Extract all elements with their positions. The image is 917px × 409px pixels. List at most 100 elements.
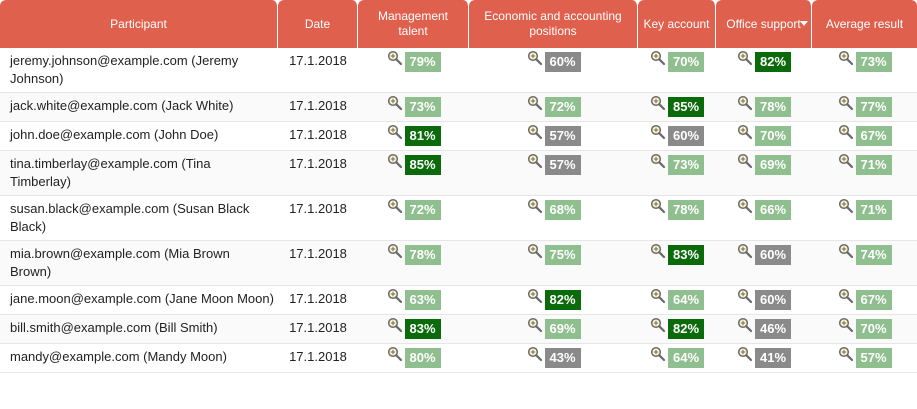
header-row: Participant Date Management talent Econo… xyxy=(0,0,917,48)
magnifier-icon[interactable] xyxy=(838,198,854,214)
column-header-key-account[interactable]: Key account xyxy=(638,0,716,48)
magnifier-icon[interactable] xyxy=(838,95,854,111)
column-header-date[interactable]: Date xyxy=(278,0,358,48)
magnifier-icon[interactable] xyxy=(838,288,854,304)
magnifier-icon[interactable] xyxy=(527,288,543,304)
column-header-office-support[interactable]: Office support xyxy=(716,0,812,48)
magnifier-icon[interactable] xyxy=(527,153,543,169)
magnifier-icon[interactable] xyxy=(737,317,753,333)
score-badge: 85% xyxy=(404,155,441,175)
score-cell-key-account: 85% xyxy=(638,93,716,122)
magnifier-icon[interactable] xyxy=(650,153,666,169)
score-cell-key-account: 78% xyxy=(638,196,716,241)
magnifier-icon[interactable] xyxy=(737,50,753,66)
participant-cell: jeremy.johnson@example.com (Jeremy Johns… xyxy=(0,48,278,93)
score-cell-average-result: 77% xyxy=(812,93,917,122)
table-row: mandy@example.com (Mandy Moon) 17.1.2018 8… xyxy=(0,344,917,373)
table-row: jane.moon@example.com (Jane Moon Moon) 17… xyxy=(0,286,917,315)
score-cell-economic-accounting: 82% xyxy=(469,286,638,315)
score-badge: 57% xyxy=(855,348,892,368)
magnifier-icon[interactable] xyxy=(387,288,403,304)
magnifier-icon[interactable] xyxy=(838,243,854,259)
magnifier-icon[interactable] xyxy=(387,243,403,259)
score-cell-office-support: 78% xyxy=(716,93,812,122)
magnifier-icon[interactable] xyxy=(387,346,403,362)
score-cell-management-talent: 81% xyxy=(358,122,469,151)
score-badge: 70% xyxy=(855,319,892,339)
score-badge: 79% xyxy=(404,52,441,72)
magnifier-icon[interactable] xyxy=(737,153,753,169)
date-cell: 17.1.2018 xyxy=(278,122,358,151)
column-header-management-talent[interactable]: Management talent xyxy=(358,0,469,48)
magnifier-icon[interactable] xyxy=(527,124,543,140)
magnifier-icon[interactable] xyxy=(527,95,543,111)
column-header-average-result[interactable]: Average result xyxy=(812,0,917,48)
score-cell-average-result: 57% xyxy=(812,344,917,373)
column-header-economic-accounting[interactable]: Economic and accounting positions xyxy=(469,0,638,48)
magnifier-icon[interactable] xyxy=(838,317,854,333)
score-cell-management-talent: 83% xyxy=(358,315,469,344)
score-badge: 69% xyxy=(755,155,791,175)
magnifier-icon[interactable] xyxy=(650,198,666,214)
participant-cell: mandy@example.com (Mandy Moon) xyxy=(0,344,278,373)
column-header-date-label: Date xyxy=(304,16,331,31)
score-cell-key-account: 70% xyxy=(638,48,716,93)
score-cell-management-talent: 78% xyxy=(358,241,469,286)
table-row: jack.white@example.com (Jack White) 17.1.… xyxy=(0,93,917,122)
score-badge: 82% xyxy=(544,290,581,310)
magnifier-icon[interactable] xyxy=(737,95,753,111)
date-cell: 17.1.2018 xyxy=(278,196,358,241)
score-badge: 77% xyxy=(855,97,892,117)
participant-cell: bill.smith@example.com (Bill Smith) xyxy=(0,315,278,344)
magnifier-icon[interactable] xyxy=(650,288,666,304)
score-badge: 64% xyxy=(668,348,704,368)
magnifier-icon[interactable] xyxy=(387,317,403,333)
score-badge: 43% xyxy=(544,348,581,368)
magnifier-icon[interactable] xyxy=(387,198,403,214)
magnifier-icon[interactable] xyxy=(838,346,854,362)
magnifier-icon[interactable] xyxy=(650,346,666,362)
magnifier-icon[interactable] xyxy=(387,95,403,111)
magnifier-icon[interactable] xyxy=(527,198,543,214)
magnifier-icon[interactable] xyxy=(387,153,403,169)
score-cell-average-result: 71% xyxy=(812,196,917,241)
score-cell-economic-accounting: 57% xyxy=(469,122,638,151)
magnifier-icon[interactable] xyxy=(737,288,753,304)
score-cell-average-result: 73% xyxy=(812,48,917,93)
magnifier-icon[interactable] xyxy=(650,317,666,333)
magnifier-icon[interactable] xyxy=(527,317,543,333)
magnifier-icon[interactable] xyxy=(527,346,543,362)
magnifier-icon[interactable] xyxy=(737,198,753,214)
magnifier-icon[interactable] xyxy=(527,50,543,66)
score-badge: 81% xyxy=(404,126,441,146)
magnifier-icon[interactable] xyxy=(650,124,666,140)
sort-desc-icon[interactable] xyxy=(800,21,808,26)
magnifier-icon[interactable] xyxy=(387,124,403,140)
magnifier-icon[interactable] xyxy=(387,50,403,66)
magnifier-icon[interactable] xyxy=(650,95,666,111)
magnifier-icon[interactable] xyxy=(838,50,854,66)
score-badge: 72% xyxy=(544,97,581,117)
table-row: susan.black@example.com (Susan Black Bla… xyxy=(0,196,917,241)
column-header-participant[interactable]: Participant xyxy=(0,0,278,48)
magnifier-icon[interactable] xyxy=(838,124,854,140)
score-badge: 80% xyxy=(404,348,441,368)
magnifier-icon[interactable] xyxy=(737,346,753,362)
score-cell-key-account: 73% xyxy=(638,151,716,196)
score-cell-management-talent: 73% xyxy=(358,93,469,122)
column-header-office-support-inner: Office support xyxy=(720,17,808,32)
magnifier-icon[interactable] xyxy=(527,243,543,259)
score-cell-office-support: 70% xyxy=(716,122,812,151)
magnifier-icon[interactable] xyxy=(650,50,666,66)
score-cell-office-support: 46% xyxy=(716,315,812,344)
magnifier-icon[interactable] xyxy=(838,153,854,169)
score-badge: 68% xyxy=(544,200,581,220)
magnifier-icon[interactable] xyxy=(737,243,753,259)
score-cell-key-account: 64% xyxy=(638,344,716,373)
magnifier-icon[interactable] xyxy=(737,124,753,140)
magnifier-icon[interactable] xyxy=(650,243,666,259)
score-badge: 83% xyxy=(668,245,704,265)
score-cell-economic-accounting: 60% xyxy=(469,48,638,93)
score-badge: 67% xyxy=(855,290,892,310)
score-cell-office-support: 41% xyxy=(716,344,812,373)
